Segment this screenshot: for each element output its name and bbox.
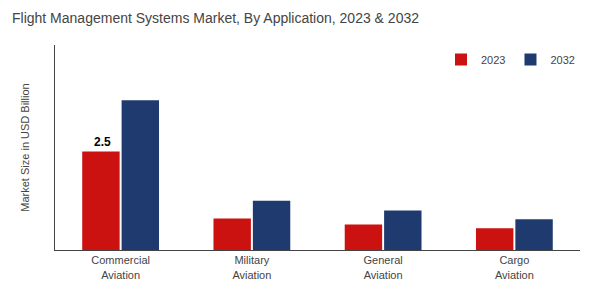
svg-text:CargoAviation: CargoAviation bbox=[495, 254, 534, 280]
svg-text:CommercialAviation: CommercialAviation bbox=[91, 254, 150, 280]
svg-text:GeneralAviation: GeneralAviation bbox=[364, 254, 403, 280]
svg-text:2032: 2032 bbox=[550, 54, 574, 66]
svg-text:2.5: 2.5 bbox=[94, 135, 111, 149]
svg-text:2023: 2023 bbox=[481, 54, 505, 66]
svg-text:Flight Management Systems Mark: Flight Management Systems Market, By App… bbox=[12, 10, 419, 26]
svg-text:MilitaryAviation: MilitaryAviation bbox=[232, 254, 271, 280]
svg-text:Market Size in USD Billion: Market Size in USD Billion bbox=[19, 83, 31, 211]
